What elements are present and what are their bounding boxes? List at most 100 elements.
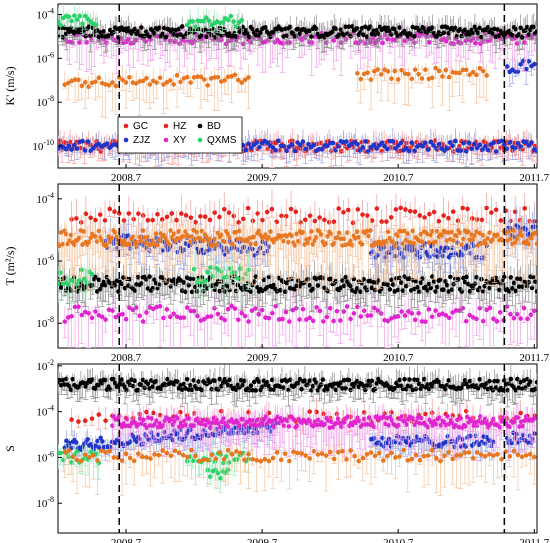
data-point xyxy=(521,305,527,311)
data-point xyxy=(431,143,436,148)
data-point xyxy=(171,311,176,317)
data-point xyxy=(96,75,102,81)
data-point xyxy=(426,307,432,312)
data-point xyxy=(246,34,252,40)
data-point xyxy=(220,20,225,25)
data-point xyxy=(78,145,83,151)
data-point xyxy=(164,214,170,220)
data-point xyxy=(412,148,417,153)
data-point xyxy=(76,77,81,83)
data-point xyxy=(116,289,121,294)
data-point xyxy=(380,40,385,46)
data-point xyxy=(178,315,183,321)
data-point xyxy=(348,283,353,289)
data-point xyxy=(480,318,486,324)
data-point xyxy=(297,317,302,322)
data-point xyxy=(502,142,507,148)
data-point xyxy=(212,35,218,40)
data-point xyxy=(217,214,222,220)
data-point xyxy=(201,18,206,24)
data-point xyxy=(266,315,272,321)
legend-marker xyxy=(197,137,203,143)
data-point xyxy=(365,149,371,154)
data-point xyxy=(457,70,462,76)
data-point xyxy=(504,304,510,309)
data-point xyxy=(242,313,248,319)
data-point xyxy=(334,308,340,314)
data-point xyxy=(251,279,257,284)
data-point xyxy=(93,22,99,28)
data-point xyxy=(310,318,316,324)
data-point xyxy=(450,143,455,149)
data-point xyxy=(518,25,523,31)
data-point xyxy=(232,72,238,78)
data-point xyxy=(467,72,472,77)
data-point xyxy=(284,280,290,286)
data-point xyxy=(191,308,197,314)
data-point xyxy=(412,317,418,323)
data-point xyxy=(524,24,530,30)
data-point xyxy=(161,82,166,87)
data-point xyxy=(283,214,289,219)
legend: GC ZJZ HZ XY BD QXMS xyxy=(117,116,243,154)
data-point xyxy=(249,308,255,313)
data-point xyxy=(86,84,91,90)
data-point xyxy=(137,313,142,319)
data-point xyxy=(147,82,153,87)
data-point xyxy=(276,138,281,144)
data-point xyxy=(416,310,421,316)
data-point xyxy=(434,146,439,151)
data-point xyxy=(531,24,537,30)
data-point xyxy=(72,13,77,18)
data-point xyxy=(143,277,149,282)
data-point xyxy=(374,146,379,151)
data-point xyxy=(188,308,193,314)
data-point xyxy=(297,31,303,36)
data-point xyxy=(78,30,84,36)
data-point xyxy=(341,283,347,289)
y-tick-label: 10-6 xyxy=(36,50,54,65)
data-point xyxy=(58,19,61,25)
data-point xyxy=(117,211,122,216)
data-point xyxy=(288,206,294,212)
data-point xyxy=(145,286,151,291)
data-point xyxy=(482,144,488,149)
data-point xyxy=(239,310,245,316)
data-point xyxy=(428,139,434,145)
data-point xyxy=(526,32,532,37)
data-point xyxy=(450,209,456,214)
data-point xyxy=(85,139,91,144)
data-point xyxy=(365,313,370,318)
data-point xyxy=(89,315,95,321)
data-point xyxy=(358,314,364,319)
data-point xyxy=(269,206,275,212)
data-point xyxy=(232,306,238,311)
data-point xyxy=(441,248,447,253)
data-point xyxy=(66,143,72,149)
data-point xyxy=(238,28,244,33)
data-point xyxy=(498,218,504,223)
data-point xyxy=(528,312,534,317)
data-point xyxy=(372,68,377,74)
data-point xyxy=(458,148,464,153)
data-point xyxy=(284,148,289,154)
panel-transmissivity: 2008.7 2009.7 2010.7 2011.710-410-610-8T (m… xyxy=(3,183,550,364)
data-point xyxy=(279,213,284,219)
data-point xyxy=(365,70,370,76)
data-point xyxy=(455,218,461,224)
data-point xyxy=(163,34,169,40)
data-point xyxy=(328,276,334,282)
data-point xyxy=(387,28,393,34)
data-point xyxy=(106,82,112,88)
data-point xyxy=(531,61,537,67)
data-point xyxy=(212,210,218,215)
data-point xyxy=(407,208,413,214)
data-point xyxy=(206,18,212,24)
data-point xyxy=(198,214,203,219)
data-point xyxy=(494,319,500,324)
data-point xyxy=(183,289,188,295)
data-point xyxy=(470,31,476,36)
data-point xyxy=(82,148,88,153)
data-point xyxy=(257,144,262,150)
data-point xyxy=(304,317,309,322)
